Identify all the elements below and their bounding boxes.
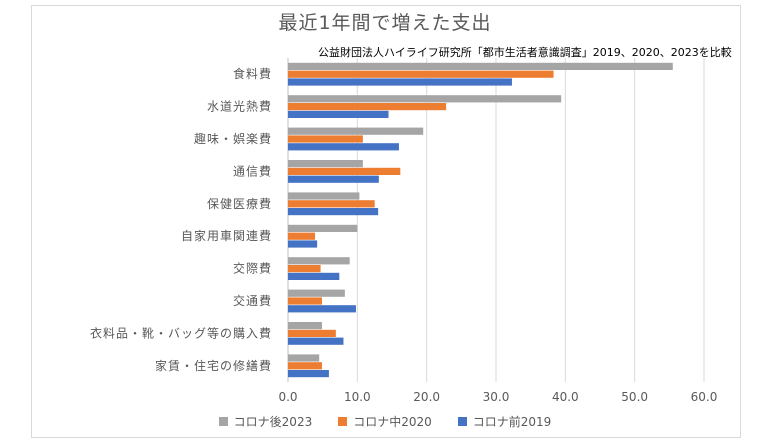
- bar: [288, 297, 322, 305]
- x-tick-label: 10.0: [344, 390, 371, 404]
- legend-label: コロナ中2020: [353, 414, 432, 429]
- category-label: 趣味・娯楽費: [194, 131, 272, 146]
- bar: [288, 62, 673, 70]
- bar: [288, 70, 554, 78]
- bar: [288, 192, 360, 200]
- legend-item: コロナ後2023: [218, 411, 313, 431]
- chart-subtitle: 公益財団法人ハイライフ研究所「都市生活者意識調査」2019、2020、2023を…: [318, 46, 732, 59]
- legend-item: コロナ前2019: [457, 411, 552, 431]
- bar: [288, 208, 379, 216]
- category-label: 交際費: [233, 261, 272, 276]
- legend-swatch: [457, 416, 467, 426]
- legend-swatch: [338, 416, 348, 426]
- legend-label: コロナ前2019: [472, 414, 552, 429]
- bar: [288, 322, 322, 330]
- bar: [288, 305, 356, 313]
- bar: [288, 362, 322, 370]
- x-tick-label: 0.0: [278, 390, 297, 404]
- x-tick-label: 20.0: [413, 390, 440, 404]
- chart-legend: コロナ後2023 コロナ中2020 コロナ前2019: [0, 411, 770, 431]
- bar: [288, 272, 340, 280]
- bar: [288, 240, 318, 248]
- bar: [288, 110, 389, 118]
- legend-label: コロナ後2023: [233, 414, 313, 429]
- category-label: 交通費: [233, 293, 272, 308]
- bar: [288, 289, 345, 297]
- x-tick-label: 40.0: [552, 390, 579, 404]
- bar: [288, 95, 562, 103]
- category-label: 通信費: [233, 163, 272, 178]
- category-label: 衣料品・靴・バッグ等の購入費: [90, 325, 272, 340]
- legend-item: コロナ中2020: [338, 411, 432, 431]
- bar: [288, 232, 316, 240]
- bar: [288, 135, 363, 143]
- bar: [288, 160, 363, 168]
- bar: [288, 127, 424, 135]
- bar: [288, 370, 329, 378]
- category-label: 自家用車関連費: [181, 228, 272, 243]
- category-label: 水道光熱費: [207, 99, 272, 114]
- x-tick-label: 60.0: [691, 390, 718, 404]
- x-tick-label: 30.0: [483, 390, 510, 404]
- legend-swatch: [218, 416, 228, 426]
- bar: [288, 143, 399, 151]
- bar: [288, 329, 336, 337]
- category-label: 食料費: [233, 66, 272, 81]
- bar: [288, 257, 350, 265]
- bar: [288, 265, 321, 273]
- bar: [288, 337, 344, 345]
- bar: [288, 175, 379, 183]
- bar: [288, 167, 401, 175]
- x-tick-label: 50.0: [621, 390, 648, 404]
- bar: [288, 224, 358, 232]
- category-label: 家賃・住宅の修繕費: [155, 358, 272, 373]
- bar: [288, 78, 512, 86]
- bar: [288, 200, 375, 208]
- chart-title: 最近1年間で増えた支出: [278, 12, 492, 34]
- bar: [288, 354, 320, 362]
- bar: [288, 103, 447, 111]
- category-label: 保健医療費: [207, 196, 272, 211]
